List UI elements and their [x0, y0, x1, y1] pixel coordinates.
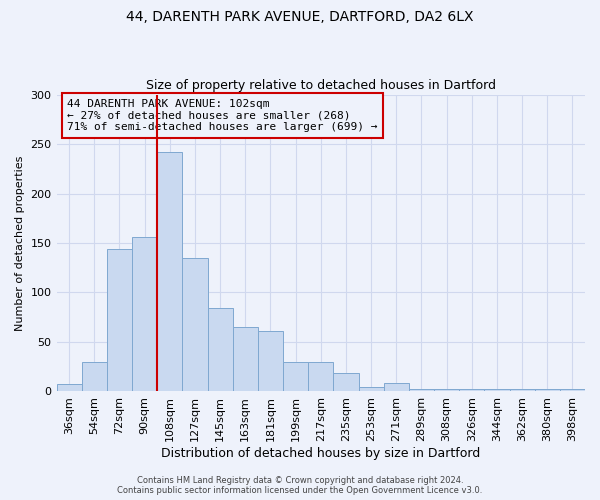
Bar — [509, 390, 535, 392]
Bar — [157, 152, 182, 392]
Bar — [484, 390, 509, 392]
Bar — [434, 390, 459, 392]
Bar — [182, 258, 208, 392]
Bar — [308, 362, 334, 392]
Bar — [233, 327, 258, 392]
Bar — [409, 390, 434, 392]
Bar — [208, 308, 233, 392]
Bar — [82, 362, 107, 392]
X-axis label: Distribution of detached houses by size in Dartford: Distribution of detached houses by size … — [161, 447, 481, 460]
Bar — [560, 390, 585, 392]
Bar — [459, 390, 484, 392]
Text: Contains HM Land Registry data © Crown copyright and database right 2024.
Contai: Contains HM Land Registry data © Crown c… — [118, 476, 482, 495]
Bar — [283, 362, 308, 392]
Bar — [56, 384, 82, 392]
Y-axis label: Number of detached properties: Number of detached properties — [15, 156, 25, 330]
Bar — [334, 372, 359, 392]
Bar — [258, 331, 283, 392]
Bar — [535, 390, 560, 392]
Text: 44, DARENTH PARK AVENUE, DARTFORD, DA2 6LX: 44, DARENTH PARK AVENUE, DARTFORD, DA2 6… — [126, 10, 474, 24]
Text: 44 DARENTH PARK AVENUE: 102sqm
← 27% of detached houses are smaller (268)
71% of: 44 DARENTH PARK AVENUE: 102sqm ← 27% of … — [67, 99, 377, 132]
Bar — [383, 382, 409, 392]
Bar — [107, 249, 132, 392]
Bar — [359, 386, 383, 392]
Title: Size of property relative to detached houses in Dartford: Size of property relative to detached ho… — [146, 79, 496, 92]
Bar — [132, 237, 157, 392]
